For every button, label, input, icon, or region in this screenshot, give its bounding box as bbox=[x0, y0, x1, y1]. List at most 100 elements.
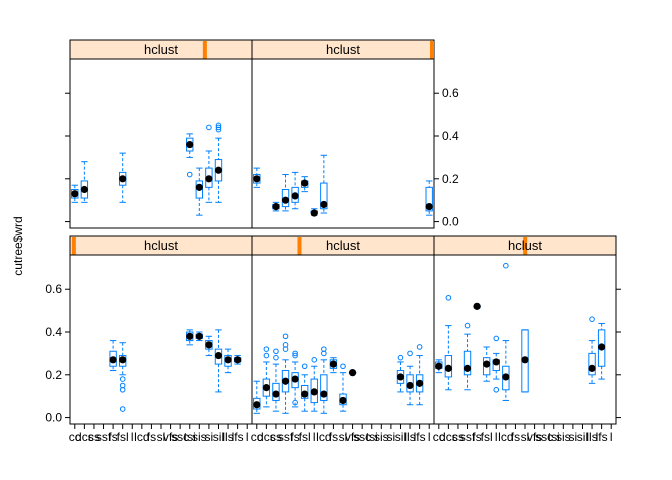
x-tick-label: l bbox=[428, 430, 431, 444]
x-tick-label: cs bbox=[270, 430, 282, 444]
y-tick-label-left: 0.2 bbox=[45, 368, 62, 382]
box-scsi bbox=[205, 124, 213, 203]
x-tick-label: ssf bbox=[278, 430, 294, 444]
x-tick-label: sis bbox=[556, 430, 571, 444]
x-tick-label: fs bbox=[290, 430, 299, 444]
outlier-point bbox=[273, 348, 279, 355]
x-tick-label: cc bbox=[251, 430, 263, 444]
box-cs bbox=[272, 348, 280, 412]
box-sis bbox=[233, 355, 242, 365]
median-dot bbox=[281, 377, 290, 385]
median-dot bbox=[406, 381, 414, 390]
median-dot bbox=[521, 356, 529, 364]
median-dot bbox=[262, 384, 270, 392]
strip-indicator bbox=[202, 41, 207, 59]
box-iqr bbox=[588, 352, 596, 376]
x-tick-label: lls bbox=[404, 430, 415, 444]
box-ccs bbox=[80, 161, 89, 203]
strip-label: hclust bbox=[326, 42, 360, 57]
strip-indicator bbox=[523, 237, 528, 255]
box-ccs bbox=[262, 346, 271, 408]
x-tick-label: l bbox=[313, 430, 316, 444]
panel-frame bbox=[433, 254, 617, 425]
median-dot bbox=[425, 203, 433, 211]
box-iqr bbox=[195, 180, 204, 199]
x-tick-label: lls bbox=[586, 430, 597, 444]
outlier-point bbox=[273, 354, 279, 361]
x-tick-label: sil bbox=[395, 430, 406, 444]
median-dot bbox=[320, 200, 328, 209]
box-csf bbox=[281, 174, 290, 212]
median-dot bbox=[329, 360, 338, 368]
x-tick-label: si bbox=[569, 430, 578, 444]
box-scsi bbox=[205, 335, 213, 357]
x-tick-label: si bbox=[205, 430, 214, 444]
outlier-point bbox=[282, 333, 289, 340]
box-sc bbox=[186, 133, 194, 178]
box-scs bbox=[195, 331, 204, 342]
outlier-point bbox=[301, 363, 308, 370]
median-dot bbox=[119, 356, 127, 364]
y-tick-label-left: 0.6 bbox=[45, 282, 62, 296]
median-dot bbox=[463, 364, 472, 372]
x-tick-label: l bbox=[610, 430, 613, 444]
box-si bbox=[214, 122, 223, 203]
x-tick-label: fs bbox=[511, 430, 520, 444]
panel-top-middle: hclust 0.0 0.2 0.4 0.6 bbox=[251, 39, 459, 229]
box-iqr bbox=[463, 350, 472, 376]
box-csf bbox=[463, 322, 472, 391]
x-tick-label: fs bbox=[472, 430, 481, 444]
x-tick-label: sil bbox=[577, 430, 588, 444]
box-fs bbox=[109, 340, 117, 372]
median-dot bbox=[272, 390, 280, 398]
panel-frame bbox=[251, 58, 435, 229]
box-lcf bbox=[329, 357, 338, 374]
box-fsl bbox=[300, 363, 309, 412]
x-tick-label: si bbox=[387, 430, 396, 444]
strip-indicator bbox=[71, 237, 76, 255]
median-dot bbox=[281, 196, 290, 204]
box-ls bbox=[339, 363, 347, 412]
x-tick-label: ssc bbox=[353, 430, 371, 444]
median-dot bbox=[224, 356, 232, 364]
box-fsl bbox=[300, 176, 309, 193]
median-dot bbox=[195, 332, 203, 340]
box-cs bbox=[272, 201, 280, 212]
median-dot bbox=[253, 401, 261, 409]
y-tick-label-left: 0.4 bbox=[45, 325, 62, 339]
outlier-point bbox=[292, 350, 298, 357]
x-tick-label: dcs bbox=[439, 430, 458, 444]
x-tick-label: lfs bbox=[414, 430, 426, 444]
median-dot bbox=[253, 175, 261, 183]
x-tick-label: dcs bbox=[75, 430, 94, 444]
box-si bbox=[214, 329, 223, 393]
outlier-point bbox=[311, 357, 318, 363]
outlier-point bbox=[206, 124, 212, 131]
median-dot bbox=[291, 375, 299, 383]
median-dot bbox=[80, 185, 88, 194]
x-tick-label: ssc bbox=[535, 430, 553, 444]
outlier-point bbox=[589, 316, 595, 322]
x-tick-label: cc bbox=[433, 430, 445, 444]
median-dot bbox=[71, 190, 79, 198]
x-tick-label: vfs bbox=[527, 430, 542, 444]
outlier-point bbox=[263, 346, 270, 352]
x-tick-label: sl bbox=[157, 430, 166, 444]
x-tick-label: sl bbox=[521, 430, 530, 444]
outlier-point bbox=[186, 171, 193, 178]
box-cc bbox=[253, 380, 261, 414]
box-iqr bbox=[406, 374, 414, 393]
box-l bbox=[310, 357, 318, 412]
strip-indicator bbox=[297, 237, 302, 255]
x-tick-label: fsl bbox=[299, 430, 311, 444]
median-dot bbox=[186, 332, 194, 340]
median-dot bbox=[205, 175, 213, 183]
x-tick-label: sl bbox=[339, 430, 348, 444]
median-dot bbox=[214, 166, 223, 174]
box-ccs bbox=[444, 294, 453, 391]
median-dot bbox=[301, 179, 309, 187]
x-tick-label: tsi bbox=[366, 430, 378, 444]
box-fs bbox=[473, 302, 481, 310]
box-cc bbox=[253, 167, 261, 188]
